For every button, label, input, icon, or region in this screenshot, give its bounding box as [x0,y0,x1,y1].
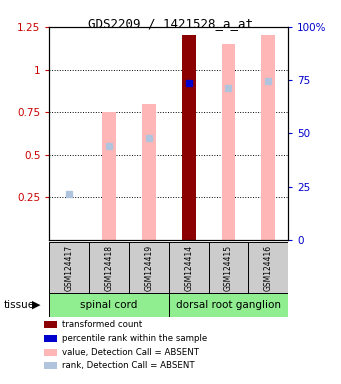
Text: rank, Detection Call = ABSENT: rank, Detection Call = ABSENT [62,361,195,371]
Bar [49,242,89,294]
Bar [142,104,156,240]
Text: GSM124415: GSM124415 [224,245,233,291]
Text: tissue: tissue [3,300,34,310]
Text: ▶: ▶ [32,300,41,310]
Text: value, Detection Call = ABSENT: value, Detection Call = ABSENT [62,348,199,357]
Text: transformed count: transformed count [62,320,143,329]
Bar [222,44,235,240]
Text: GSM124418: GSM124418 [105,245,114,291]
Bar [102,112,116,240]
Bar [261,35,275,240]
Bar [89,242,129,294]
Bar [248,242,288,294]
Text: GSM124417: GSM124417 [65,245,74,291]
Text: GSM124416: GSM124416 [264,245,273,291]
Bar [169,293,288,317]
Text: GSM124414: GSM124414 [184,245,193,291]
Bar [49,293,169,317]
Text: dorsal root ganglion: dorsal root ganglion [176,300,281,310]
Bar [169,242,209,294]
Bar [182,35,196,240]
Bar [209,242,248,294]
Text: GSM124419: GSM124419 [144,245,153,291]
Text: spinal cord: spinal cord [80,300,138,310]
Bar [129,242,169,294]
Text: GDS2209 / 1421528_a_at: GDS2209 / 1421528_a_at [88,17,253,30]
Text: percentile rank within the sample: percentile rank within the sample [62,334,208,343]
